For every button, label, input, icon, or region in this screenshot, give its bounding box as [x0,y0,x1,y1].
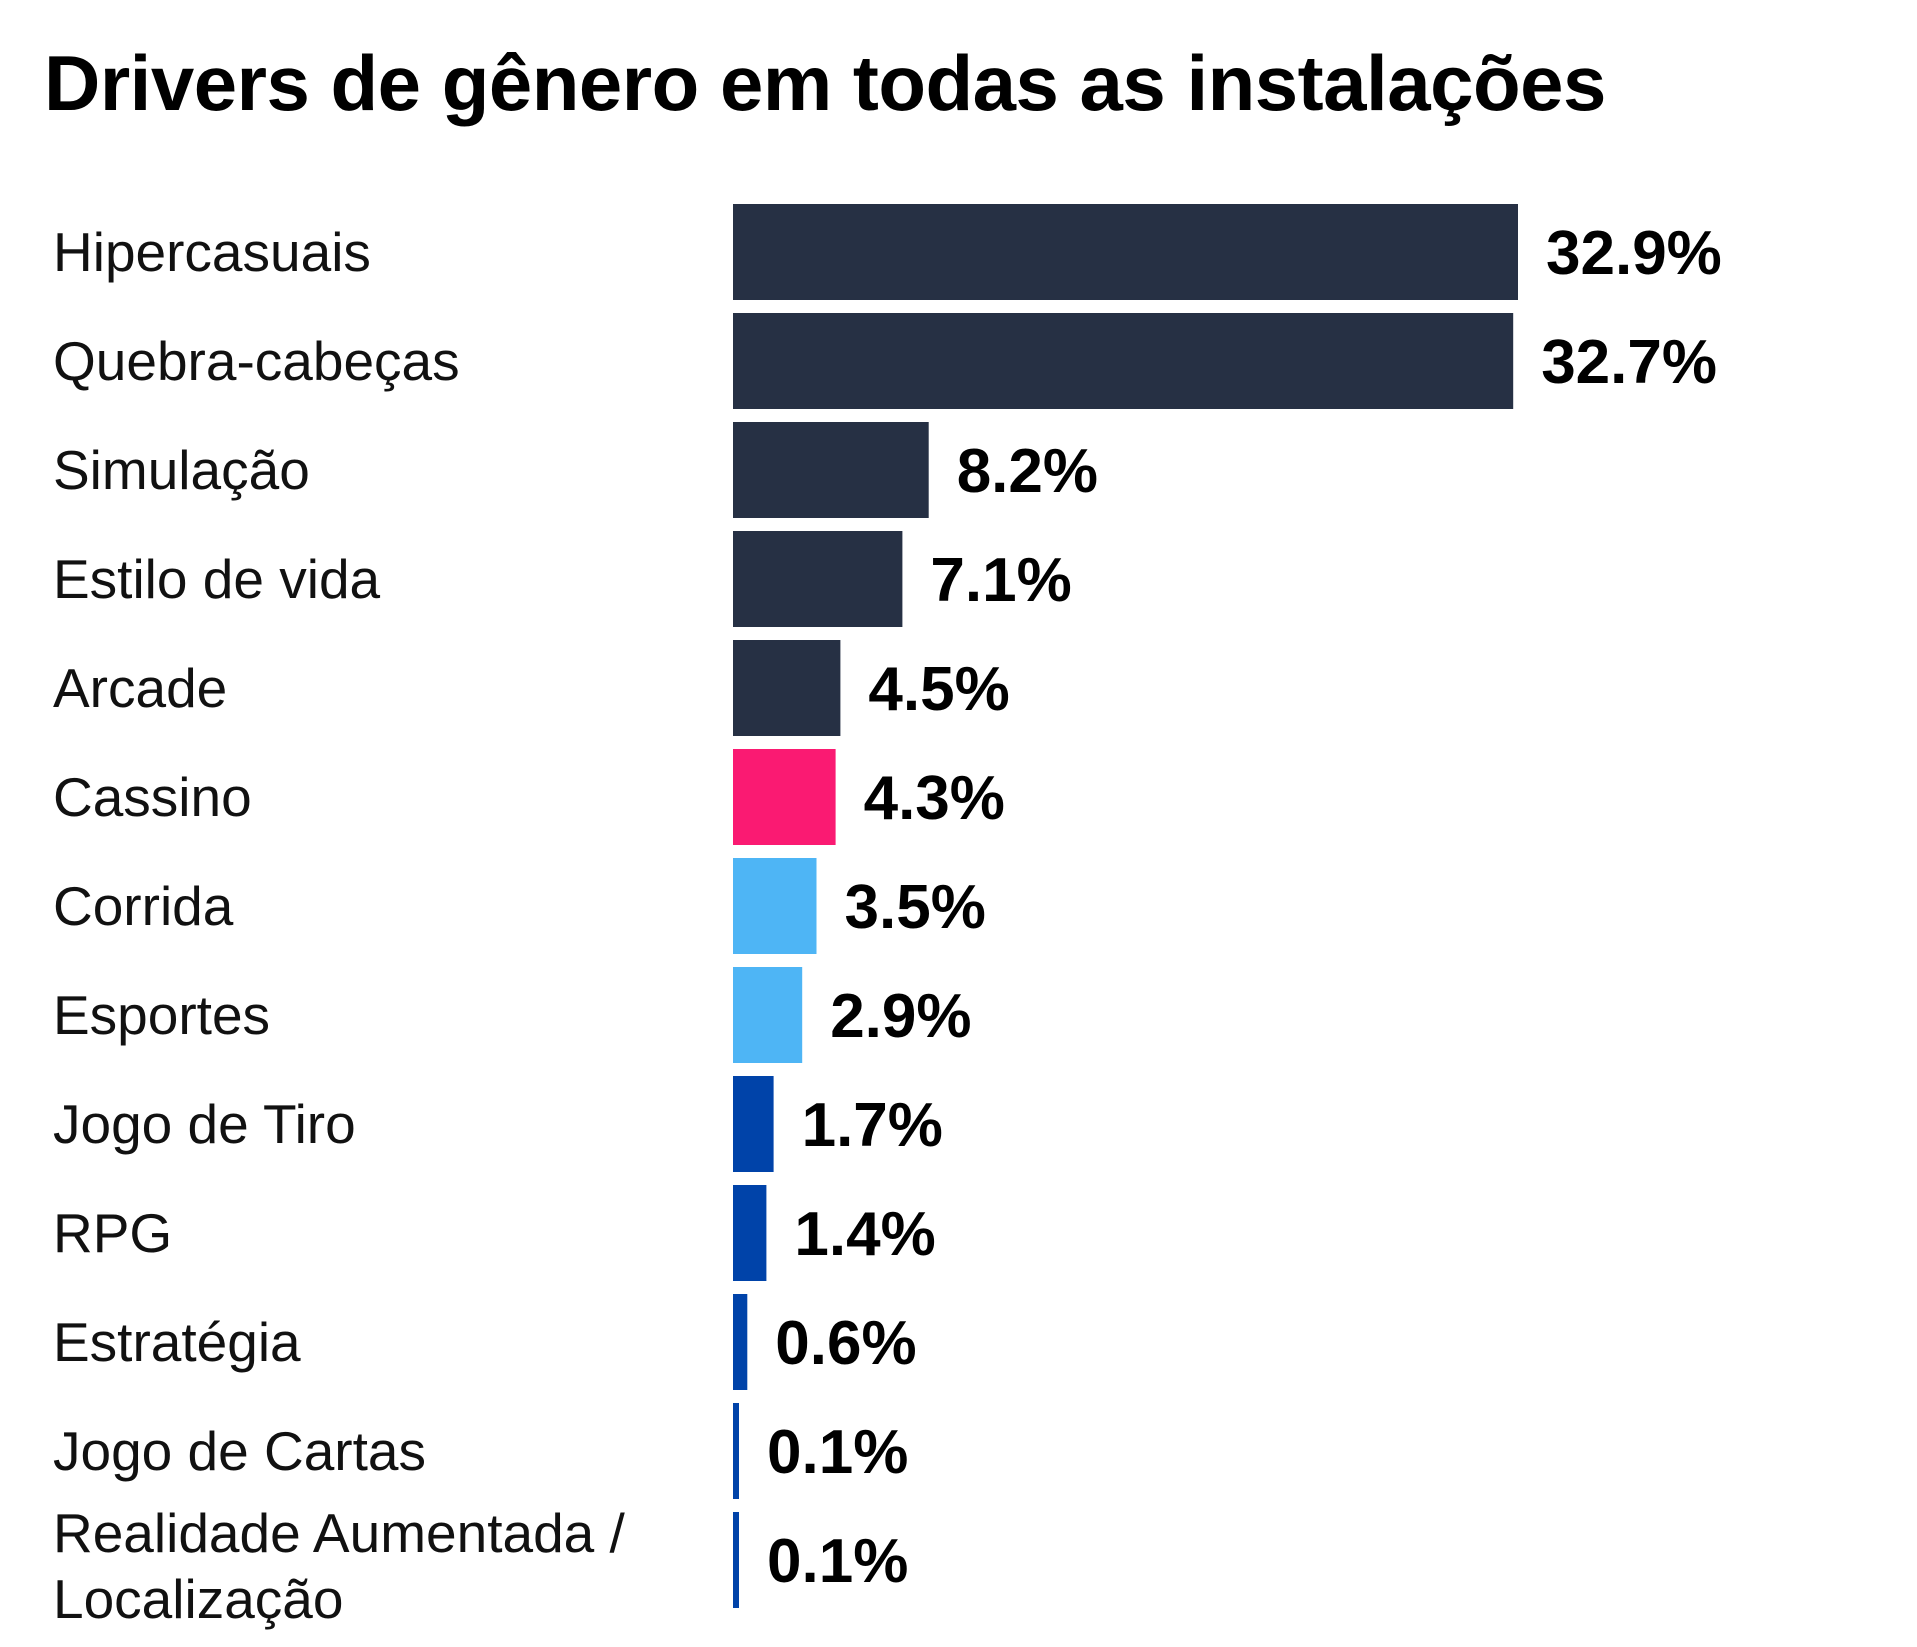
category-label-realidade-aumentada-localizacao: Realidade Aumentada / Localização [53,1502,626,1630]
category-label-esportes: Esportes [53,984,270,1046]
category-labels: Hipercasuais Quebra-cabeças Simulação Estil… [53,221,626,1630]
value-label-realidade-aumentada-localizacao: 0.1% [767,1527,908,1596]
category-label-line: Realidade Aumentada / [53,1502,626,1564]
value-label-esportes: 2.9% [830,982,971,1051]
value-label-jogo-de-tiro: 1.7% [802,1091,943,1160]
bar-simulacao [733,422,929,518]
bar-jogo-de-tiro [733,1076,774,1172]
category-label-arcade: Arcade [53,657,227,719]
bar-quebra-cabecas [733,313,1514,409]
value-labels: 32.9% 32.7% 8.2% 7.1% 4.5% 4.3% 3.5% 2.9% 1.7% 1.… [767,219,1722,1596]
value-label-arcade: 4.5% [868,655,1009,724]
category-label-simulacao: Simulação [53,439,310,501]
value-label-rpg: 1.4% [794,1200,935,1269]
bar-realidade-aumentada-localizacao [733,1512,739,1608]
bar-estilo-de-vida [733,531,903,627]
bar-arcade [733,640,841,736]
category-label-jogo-de-cartas: Jogo de Cartas [53,1420,426,1482]
category-label-hipercasuais: Hipercasuais [53,221,371,283]
bar-hipercasuais [733,204,1518,300]
value-label-hipercasuais: 32.9% [1546,219,1722,288]
value-label-corrida: 3.5% [845,873,986,942]
bar-jogo-de-cartas [733,1403,739,1499]
bar-corrida [733,858,817,954]
chart-title: Drivers de gênero em todas as instalaçõe… [44,39,1606,127]
category-label-estrategia: Estratégia [53,1311,301,1373]
value-label-simulacao: 8.2% [957,437,1098,506]
category-label-corrida: Corrida [53,875,234,937]
value-label-quebra-cabecas: 32.7% [1541,328,1717,397]
value-label-estrategia: 0.6% [775,1309,916,1378]
bar-esportes [733,967,803,1063]
value-label-jogo-de-cartas: 0.1% [767,1418,908,1487]
category-label-quebra-cabecas: Quebra-cabeças [53,330,460,392]
value-label-estilo-de-vida: 7.1% [930,546,1071,615]
bar-rpg [733,1185,767,1281]
category-label-rpg: RPG [53,1202,172,1264]
category-label-jogo-de-tiro: Jogo de Tiro [53,1093,356,1155]
value-label-cassino: 4.3% [864,764,1005,833]
bar-estrategia [733,1294,748,1390]
category-label-line: Localização [53,1568,343,1630]
category-label-estilo-de-vida: Estilo de vida [53,548,381,610]
bars [733,204,1518,1608]
category-label-cassino: Cassino [53,766,252,828]
bar-cassino [733,749,836,845]
